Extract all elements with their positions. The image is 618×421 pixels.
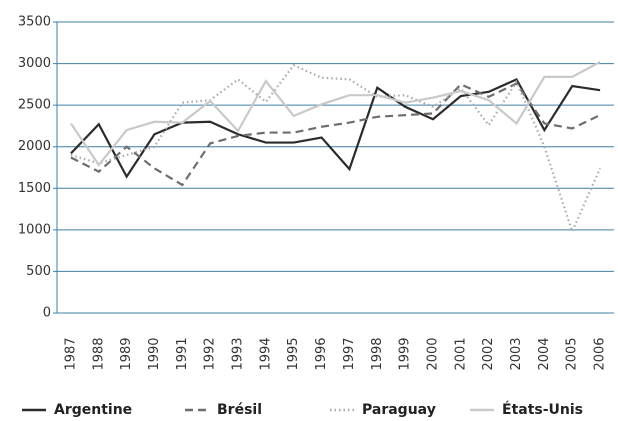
y-tick-label: 500 — [26, 264, 51, 279]
y-tick-label: 3500 — [18, 15, 51, 30]
x-tick-label: 1998 — [370, 337, 385, 370]
x-tick-label: 2002 — [481, 337, 496, 370]
y-tick-label: 3000 — [18, 56, 51, 71]
x-tick-label: 2006 — [593, 337, 608, 370]
x-tick-label: 2004 — [537, 337, 552, 370]
x-tick-label: 1992 — [203, 337, 218, 370]
legend-label: Paraguay — [362, 402, 436, 418]
line-series — [70, 60, 601, 167]
x-tick-label: 1994 — [258, 337, 273, 370]
line-series — [70, 63, 602, 235]
x-tick-label: 1997 — [342, 337, 357, 370]
legend-label: Brésil — [217, 402, 262, 418]
x-tick-label: 1999 — [398, 337, 413, 370]
x-tick-label: 1993 — [231, 337, 246, 370]
x-tick-label: 1987 — [63, 337, 78, 370]
x-tick-label: 1991 — [175, 337, 190, 370]
x-tick-label: 1988 — [91, 337, 106, 370]
x-tick-label: 1989 — [119, 337, 134, 370]
y-tick-label: 1000 — [18, 222, 51, 237]
legend-label: États-Unis — [502, 401, 583, 418]
x-tick-label: 2000 — [425, 337, 440, 370]
y-tick-label: 2500 — [18, 98, 51, 113]
y-tick-label: 0 — [43, 306, 51, 321]
x-tick-label: 2001 — [453, 337, 468, 370]
x-tick-label: 2003 — [509, 337, 524, 370]
x-tick-label: 2005 — [565, 337, 580, 370]
x-tick-label: 1996 — [314, 337, 329, 370]
line-series — [70, 77, 601, 179]
x-tick-label: 1995 — [286, 337, 301, 370]
y-tick-label: 1500 — [18, 181, 51, 196]
y-tick-label: 2000 — [18, 139, 51, 154]
legend-label: Argentine — [54, 402, 132, 418]
x-tick-label: 1990 — [147, 337, 162, 370]
line-series — [70, 82, 601, 187]
